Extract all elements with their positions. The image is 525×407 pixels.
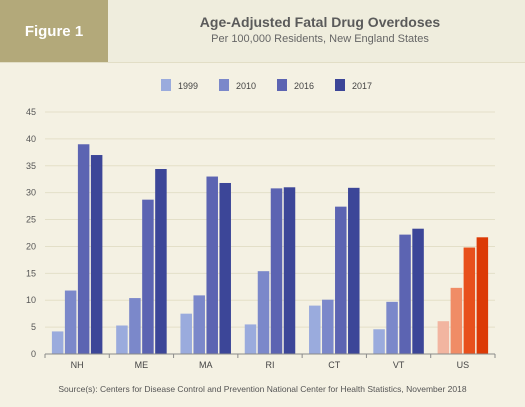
bar-us-1999	[437, 321, 450, 354]
bar-vt-1999	[373, 329, 385, 354]
bar-us-2010	[450, 287, 463, 354]
bar-ma-2010	[193, 295, 205, 354]
legend-swatch-1999	[161, 79, 171, 91]
bar-ct-2010	[322, 299, 334, 354]
y-axis: 0 5 10 15 20 25 30 35 40 45	[26, 107, 36, 359]
source-note: Source(s): Centers for Disease Control a…	[58, 384, 467, 394]
bar-ri-2010	[257, 271, 270, 354]
bar-us-2016	[463, 247, 476, 354]
legend-swatch-2017	[335, 79, 345, 91]
bar-me-2017	[155, 169, 167, 354]
y-tick-label: 0	[31, 349, 36, 359]
bar-ct-2016	[335, 206, 347, 354]
bar-vt-2016	[399, 234, 411, 354]
bar-ri-2016	[270, 188, 283, 354]
bar-me-1999	[116, 325, 128, 354]
y-tick-label: 20	[26, 241, 36, 251]
legend-label-2017: 2017	[352, 81, 372, 91]
bar-ri-2017	[283, 187, 296, 354]
y-tick-label: 10	[26, 295, 36, 305]
chart-title: Age-Adjusted Fatal Drug Overdoses	[199, 14, 441, 30]
x-tick-label: RI	[266, 360, 275, 370]
bar-nh-2010	[64, 290, 77, 354]
bar-vt-2010	[386, 301, 398, 354]
bar-ma-1999	[180, 313, 192, 354]
x-axis: NH ME MA RI CT VT US	[44, 353, 496, 370]
bar-nh-1999	[51, 331, 64, 354]
x-tick-label: MA	[199, 360, 213, 370]
legend-label-2010: 2010	[236, 81, 256, 91]
x-tick-label: ME	[135, 360, 149, 370]
gridlines	[45, 111, 495, 355]
bar-ma-2016	[206, 176, 218, 354]
bar-us-2017	[476, 237, 489, 354]
legend-label-1999: 1999	[178, 81, 198, 91]
bar-vt-2017	[412, 228, 424, 354]
bar-ri-1999	[244, 324, 257, 354]
bar-nh-2016	[77, 144, 90, 354]
y-tick-label: 25	[26, 215, 36, 225]
y-tick-label: 15	[26, 268, 36, 278]
bar-ma-2017	[219, 182, 231, 354]
legend-swatch-2010	[219, 79, 229, 91]
y-tick-label: 45	[26, 107, 36, 117]
y-tick-label: 5	[31, 322, 36, 332]
figure-label: Figure 1	[0, 0, 108, 62]
x-tick-label: NH	[71, 360, 84, 370]
x-tick-label: VT	[393, 360, 405, 370]
x-tick-label: US	[457, 360, 470, 370]
chart-header: Figure 1 Age-Adjusted Fatal Drug Overdos…	[0, 0, 525, 63]
bar-ct-1999	[309, 305, 321, 354]
legend-swatch-2016	[277, 79, 287, 91]
bar-nh-2017	[90, 155, 103, 354]
y-tick-label: 30	[26, 188, 36, 198]
y-tick-label: 35	[26, 161, 36, 171]
bar-me-2016	[142, 199, 154, 354]
x-tick-label: CT	[328, 360, 340, 370]
y-tick-label: 40	[26, 134, 36, 144]
legend-label-2016: 2016	[294, 81, 314, 91]
bar-me-2010	[129, 298, 141, 354]
legend: 1999 2010 2016 2017	[161, 79, 372, 91]
bar-ct-2017	[348, 187, 360, 354]
bars	[51, 144, 489, 354]
chart-subtitle: Per 100,000 Residents, New England State…	[211, 33, 429, 45]
